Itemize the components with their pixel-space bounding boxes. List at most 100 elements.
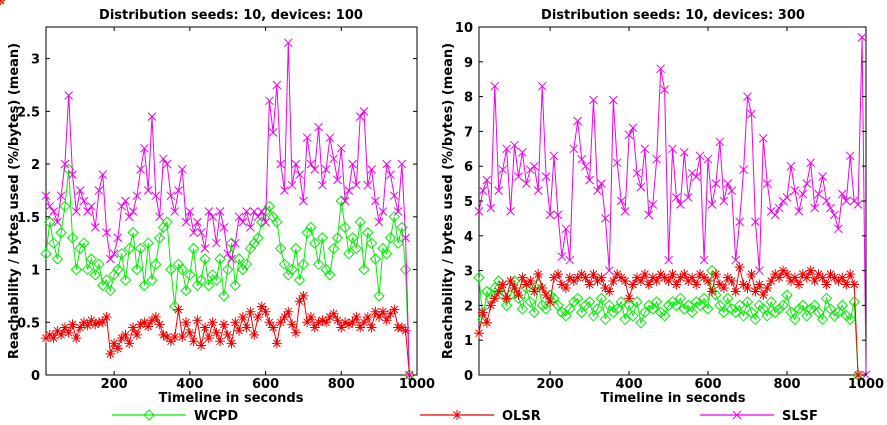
data-point-wcpd: [225, 237, 238, 249]
data-point-wcpd: [552, 299, 564, 312]
data-point-olsr: [147, 315, 157, 326]
data-point-olsr: [754, 279, 765, 290]
data-point-wcpd: [305, 221, 317, 234]
data-point-slsf: [193, 217, 202, 227]
data-point-slsf: [636, 182, 646, 192]
data-point-wcpd: [240, 258, 253, 271]
data-point-olsr: [632, 272, 642, 283]
data-point-slsf: [774, 203, 784, 213]
data-point-slsf: [94, 186, 104, 195]
data-point-slsf: [302, 133, 312, 143]
data-point-slsf: [608, 95, 618, 105]
data-point-olsr: [568, 276, 579, 286]
x-tick-label: 600: [694, 377, 721, 392]
data-point-slsf: [276, 159, 286, 169]
data-point-olsr: [659, 272, 670, 283]
data-point-wcpd: [331, 232, 344, 244]
data-point-slsf: [620, 207, 630, 216]
data-point-olsr: [683, 276, 694, 286]
data-point-slsf: [113, 233, 123, 243]
data-point-olsr: [192, 315, 203, 326]
data-point-slsf: [53, 217, 62, 227]
data-point-olsr: [647, 272, 658, 283]
data-point-slsf: [506, 207, 515, 216]
data-point-olsr: [177, 332, 188, 342]
data-point-slsf: [585, 175, 594, 185]
data-point-olsr: [128, 322, 139, 333]
data-point-wcpd: [206, 269, 219, 281]
data-point-slsf: [727, 186, 737, 195]
data-point-slsf: [170, 207, 180, 216]
x-tick-label: 400: [615, 377, 642, 392]
data-point-slsf: [367, 165, 376, 174]
data-point-slsf: [695, 151, 705, 161]
data-point-wcpd: [51, 253, 64, 265]
data-point-olsr: [120, 329, 131, 340]
data-point-slsf: [75, 186, 85, 195]
data-point-olsr: [245, 306, 256, 317]
data-point-wcpd: [801, 310, 813, 322]
data-point-olsr: [203, 333, 214, 344]
data-point-wcpd: [191, 279, 204, 292]
data-point-slsf: [755, 266, 764, 275]
data-point-slsf: [208, 212, 217, 222]
data-point-wcpd: [769, 306, 781, 319]
data-point-olsr: [200, 322, 210, 333]
data-point-wcpd: [615, 296, 627, 308]
data-point-slsf: [565, 255, 575, 265]
data-point-wcpd: [365, 237, 378, 249]
data-point-olsr: [313, 317, 324, 328]
data-point-olsr: [797, 269, 808, 280]
data-point-wcpd: [286, 263, 298, 276]
data-point-olsr: [497, 279, 508, 290]
data-point-wcpd: [377, 242, 389, 255]
data-point-olsr: [41, 333, 51, 344]
series-line-wcpd: [478, 270, 859, 376]
data-point-olsr: [230, 317, 241, 328]
data-point-slsf: [818, 172, 827, 181]
data-point-slsf: [109, 249, 119, 259]
data-point-slsf: [371, 196, 380, 206]
data-point-slsf: [561, 224, 571, 234]
data-point-olsr: [738, 279, 749, 290]
legend-item-wcpd: WCPD: [112, 409, 238, 424]
data-point-wcpd: [153, 232, 166, 244]
data-point-wcpd: [797, 299, 809, 312]
data-point-wcpd: [343, 247, 355, 260]
data-point-slsf: [242, 207, 251, 216]
data-point-slsf: [581, 161, 590, 171]
data-point-olsr: [218, 319, 229, 330]
data-point-olsr: [343, 319, 354, 330]
data-point-olsr: [671, 279, 682, 290]
data-point-slsf: [597, 179, 606, 188]
data-point-olsr: [517, 272, 528, 283]
data-point-olsr: [553, 269, 563, 280]
data-point-slsf: [703, 154, 713, 164]
left-chart-title: Distribution seeds: 10, devices: 100: [99, 8, 363, 23]
data-point-slsf: [751, 217, 760, 227]
data-point-slsf: [333, 175, 342, 185]
data-point-olsr: [612, 269, 623, 280]
data-point-wcpd: [339, 221, 351, 234]
data-point-wcpd: [172, 258, 185, 271]
data-point-wcpd: [380, 247, 393, 260]
data-point-slsf: [719, 196, 729, 206]
data-point-wcpd: [639, 306, 651, 319]
data-point-slsf: [494, 186, 504, 195]
data-point-slsf: [652, 154, 662, 164]
data-point-olsr: [821, 279, 832, 290]
data-point-olsr: [639, 269, 650, 280]
data-point-slsf: [616, 196, 626, 206]
data-point-olsr: [336, 322, 347, 333]
data-point-slsf: [735, 217, 744, 227]
legend-marker-olsr: [452, 410, 462, 420]
data-point-wcpd: [528, 306, 541, 319]
data-point-olsr: [624, 293, 635, 304]
data-point-slsf: [624, 130, 634, 140]
data-point-slsf: [743, 92, 752, 101]
data-point-wcpd: [777, 299, 789, 312]
data-point-slsf: [147, 112, 157, 121]
data-point-slsf: [215, 207, 225, 216]
data-point-olsr: [829, 272, 840, 283]
data-point-slsf: [577, 154, 587, 164]
